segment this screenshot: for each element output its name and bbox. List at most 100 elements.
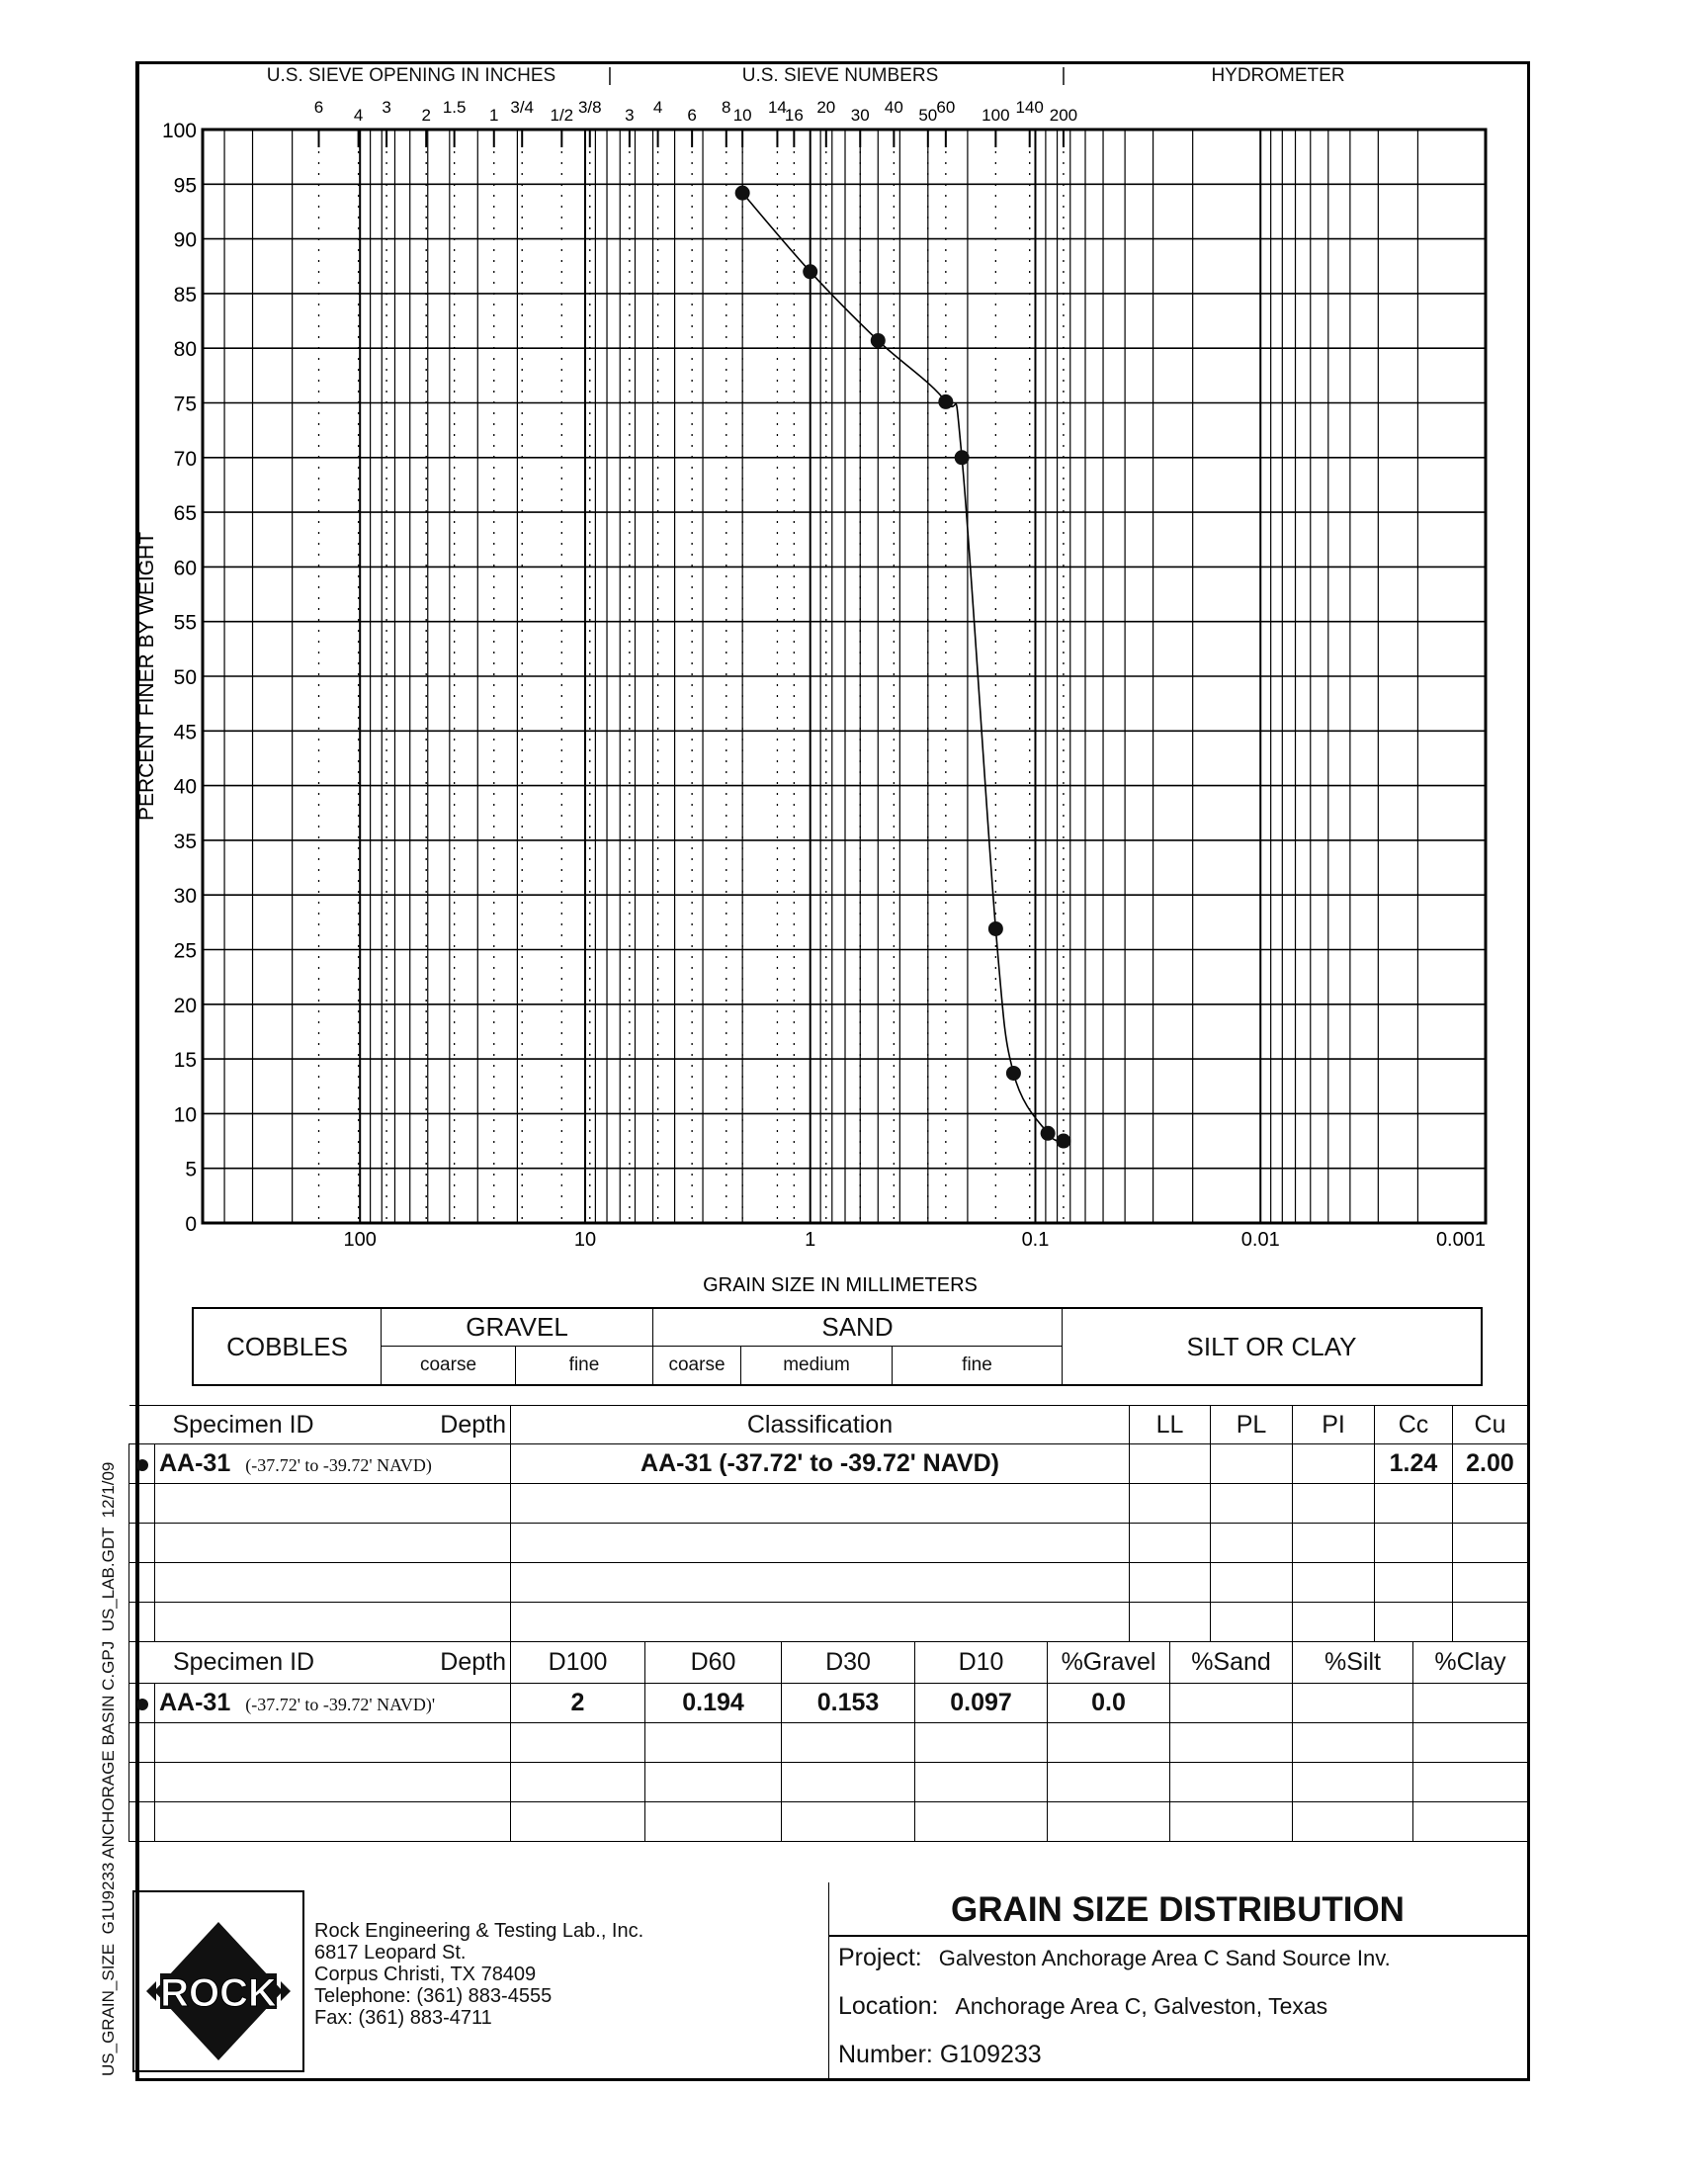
plot-frame (201, 128, 1488, 1225)
x-tick-label: 10 (574, 1229, 596, 1251)
data-point (803, 264, 818, 280)
sieve-label: 10 (733, 106, 752, 125)
d60-header: D60 (644, 1641, 782, 1684)
x-tick-label: 0.001 (1436, 1229, 1486, 1251)
sieve-label: 14 (768, 98, 787, 117)
depth: (-37.72' to -39.72' NAVD) (245, 1455, 432, 1475)
sieve-label: 200 (1050, 106, 1077, 125)
y-tick-label: 55 (174, 612, 197, 635)
chart-tick-labels: 0510152025303540455055606570758085909510… (162, 98, 1486, 1251)
sieve-label: 4 (653, 98, 662, 117)
table-row-empty (128, 1602, 1528, 1642)
page-frame (135, 61, 1530, 2081)
d30-header: D30 (781, 1641, 915, 1684)
sand-pct-value (1169, 1683, 1293, 1723)
y-tick-label: 100 (162, 120, 197, 142)
sieve-label: 1/2 (550, 106, 573, 125)
depth: (-37.72' to -39.72' NAVD)' (245, 1695, 436, 1714)
y-tick-label: 80 (174, 338, 197, 361)
sieve-label: 1.5 (443, 98, 467, 117)
table-row: AA-31 (-37.72' to -39.72' NAVD)' 2 0.194… (128, 1683, 1528, 1723)
footer-title-divider (828, 1935, 1527, 1937)
gradation-curve (741, 192, 1065, 1142)
sieve-label: 16 (785, 106, 804, 125)
y-tick-label: 85 (174, 284, 197, 306)
d10-header: D10 (914, 1641, 1048, 1684)
table-row-empty (128, 1562, 1528, 1603)
sieve-label: 3 (382, 98, 390, 117)
d100-value: 2 (510, 1683, 645, 1723)
project-label: Project: (838, 1944, 922, 1971)
table-row-empty (128, 1483, 1528, 1524)
hydrometer-header: HYDROMETER (1211, 65, 1345, 86)
clay-pct-header: %Clay (1412, 1641, 1528, 1684)
side-label: US_GRAIN_SIZE G1U9233 ANCHORAGE BASIN C.… (99, 1461, 118, 2076)
gravel-coarse-cell: coarse (381, 1347, 515, 1384)
pl-header: PL (1210, 1405, 1293, 1444)
chart-series (734, 185, 1071, 1149)
sieve-label: 3 (625, 106, 634, 125)
y-tick-label: 35 (174, 830, 197, 853)
depth-header: Depth (440, 1410, 506, 1439)
grain-size-chart: 0510152025303540455055606570758085909510… (135, 98, 1488, 1296)
project-value: Galveston Anchorage Area C Sand Source I… (938, 1946, 1391, 1970)
sieve-label: 60 (936, 98, 955, 117)
chart-grid (202, 129, 1487, 1224)
sieve-label: 4 (354, 106, 363, 125)
cu-header: Cu (1452, 1405, 1528, 1444)
company-info: Rock Engineering & Testing Lab., Inc. 68… (314, 1920, 643, 2029)
sand-pct-header: %Sand (1169, 1641, 1293, 1684)
soil-classification-band: COBBLES GRAVEL coarse fine SAND coarse m… (192, 1307, 1483, 1386)
y-tick-label: 20 (174, 995, 197, 1017)
cc-value: 1.24 (1374, 1443, 1453, 1484)
cc-header: Cc (1374, 1405, 1453, 1444)
d10-value: 0.097 (914, 1683, 1048, 1723)
grain-size-table: Specimen ID Depth D100 D60 D30 D10 %Grave… (128, 1641, 1528, 1842)
sieve-label: 140 (1016, 98, 1044, 117)
table-row: AA-31 (-37.72' to -39.72' NAVD) AA-31 (-… (128, 1443, 1528, 1484)
location-label: Location: (838, 1992, 939, 2020)
company-name: Rock Engineering & Testing Lab., Inc. (314, 1920, 644, 1942)
data-point (870, 332, 886, 348)
y-tick-label: 60 (174, 557, 197, 579)
specimen-id: AA-31 (159, 1449, 231, 1477)
table-row-empty (128, 1722, 1528, 1763)
rock-logo-icon: ROCK (146, 1922, 291, 2060)
header-separator: | (1061, 65, 1067, 86)
sieve-numbers-header: U.S. SIEVE NUMBERS (741, 65, 939, 86)
gravel-pct-value: 0.0 (1047, 1683, 1170, 1723)
y-tick-label: 95 (174, 174, 197, 197)
sieve-inches-header: U.S. SIEVE OPENING IN INCHES (266, 65, 556, 86)
number-value: G109233 (939, 2041, 1042, 2068)
sieve-label: 30 (851, 106, 870, 125)
data-point (1040, 1125, 1056, 1141)
data-point (938, 393, 954, 409)
y-tick-label: 75 (174, 393, 197, 416)
table-row-empty (128, 1523, 1528, 1563)
y-tick-label: 40 (174, 776, 197, 799)
d100-header: D100 (510, 1641, 645, 1684)
classification-header: Classification (510, 1405, 1130, 1444)
silt-clay-cell: SILT OR CLAY (1062, 1309, 1481, 1384)
sieve-label: 3/8 (578, 98, 602, 117)
sieve-label: 8 (722, 98, 730, 117)
depth-header: Depth (440, 1648, 506, 1676)
y-tick-label: 5 (185, 1159, 197, 1181)
sieve-label: 1 (489, 106, 498, 125)
ll-header: LL (1129, 1405, 1211, 1444)
table-row-empty (128, 1801, 1528, 1842)
sieve-label: 6 (687, 106, 696, 125)
specimen-id-header: Specimen ID (173, 1648, 315, 1676)
sieve-label: 3/4 (510, 98, 534, 117)
d30-value: 0.153 (781, 1683, 915, 1723)
report-title: GRAIN SIZE DISTRIBUTION (951, 1890, 1405, 1929)
series-marker-icon (135, 1699, 148, 1710)
y-tick-label: 70 (174, 448, 197, 471)
sieve-label: 100 (982, 106, 1009, 125)
company-city: Corpus Christi, TX 78409 (314, 1964, 537, 1985)
number-label: Number: (838, 2041, 933, 2068)
y-tick-label: 65 (174, 502, 197, 525)
sieve-label: 2 (421, 106, 430, 125)
company-address: 6817 Leopard St. (314, 1942, 467, 1964)
pl-value (1210, 1443, 1293, 1484)
